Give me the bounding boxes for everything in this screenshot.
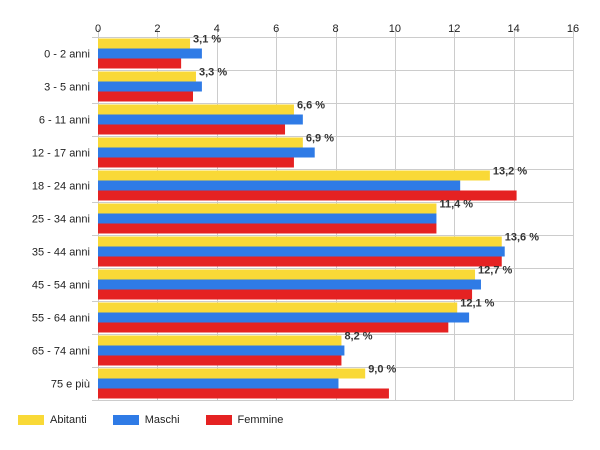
- bar-abitanti: [98, 236, 502, 247]
- x-tick-label: 12: [448, 23, 460, 35]
- legend-item-abitanti: Abitanti: [18, 414, 87, 426]
- data-label: 3,3 %: [199, 67, 227, 79]
- bar-maschi: [98, 147, 315, 158]
- category-label: 6 - 11 anni: [39, 115, 90, 127]
- data-label: 12,7 %: [478, 265, 512, 277]
- legend-swatch-femmine: [205, 415, 232, 425]
- grid-lines: [92, 29, 574, 401]
- bar-femmine: [98, 223, 437, 234]
- x-axis-ticks: 0 2 4 6 8 10 12 14 16: [95, 23, 579, 35]
- category-label: 55 - 64 anni: [32, 313, 90, 325]
- category-label: 65 - 74 anni: [32, 346, 90, 358]
- bar-maschi: [98, 312, 470, 323]
- bar-maschi: [98, 345, 345, 356]
- bar-maschi: [98, 246, 505, 257]
- data-label: 6,6 %: [297, 100, 325, 112]
- category-labels: 0 - 2 anni 3 - 5 anni 6 - 11 anni 12 - 17 a…: [32, 49, 90, 391]
- bars: [98, 38, 517, 399]
- bar-abitanti: [98, 269, 476, 280]
- x-tick-label: 4: [214, 23, 220, 35]
- bar-maschi: [98, 378, 339, 389]
- bar-maschi: [98, 180, 461, 191]
- category-label: 3 - 5 anni: [44, 82, 90, 94]
- legend-item-femmine: Femmine: [205, 414, 284, 426]
- bar-maschi: [98, 114, 303, 125]
- bar-femmine: [98, 58, 182, 69]
- category-label: 75 e più: [51, 379, 90, 391]
- x-tick-label: 0: [95, 23, 101, 35]
- bar-abitanti: [98, 104, 294, 115]
- data-labels: 3,1 % 3,3 % 6,6 % 6,9 % 13,2 % 11,4 % 13,6 % 12…: [193, 34, 539, 376]
- legend-swatch-maschi: [112, 415, 139, 425]
- legend: Abitanti Maschi Femmine: [18, 414, 309, 426]
- x-tick-label: 10: [389, 23, 401, 35]
- bar-maschi: [98, 81, 202, 92]
- category-label: 25 - 34 anni: [32, 214, 90, 226]
- category-label: 35 - 44 anni: [32, 247, 90, 259]
- bar-femmine: [98, 256, 502, 267]
- data-label: 3,1 %: [193, 34, 221, 46]
- bar-femmine: [98, 289, 473, 300]
- bar-abitanti: [98, 335, 342, 346]
- legend-label-abitanti: Abitanti: [50, 414, 87, 426]
- bar-femmine: [98, 157, 294, 168]
- data-label: 6,9 %: [306, 133, 334, 145]
- bar-femmine: [98, 124, 286, 135]
- x-tick-label: 16: [567, 23, 579, 35]
- x-tick-label: 8: [332, 23, 338, 35]
- bar-femmine: [98, 388, 389, 399]
- bar-maschi: [98, 213, 437, 224]
- category-label: 45 - 54 anni: [32, 280, 90, 292]
- legend-swatch-abitanti: [18, 415, 44, 425]
- data-label: 9,0 %: [368, 364, 396, 376]
- data-label: 12,1 %: [460, 298, 494, 310]
- bar-abitanti: [98, 203, 437, 214]
- bar-maschi: [98, 48, 202, 59]
- legend-label-femmine: Femmine: [237, 414, 284, 426]
- bar-femmine: [98, 190, 517, 201]
- data-label: 13,2 %: [493, 166, 527, 178]
- legend-item-maschi: Maschi: [112, 414, 180, 426]
- category-label: 0 - 2 anni: [44, 49, 90, 61]
- bar-femmine: [98, 355, 342, 366]
- bar-abitanti: [98, 170, 490, 181]
- x-tick-label: 14: [508, 23, 520, 35]
- data-label: 8,2 %: [344, 331, 372, 343]
- x-tick-label: 2: [154, 23, 160, 35]
- bar-femmine: [98, 322, 449, 333]
- x-tick-label: 6: [273, 23, 279, 35]
- data-label: 13,6 %: [505, 232, 539, 244]
- bar-femmine: [98, 91, 193, 102]
- bar-maschi: [98, 279, 481, 290]
- bar-abitanti: [98, 38, 191, 49]
- bar-abitanti: [98, 302, 458, 313]
- bar-abitanti: [98, 368, 366, 379]
- legend-label-maschi: Maschi: [144, 414, 180, 426]
- data-label: 11,4 %: [439, 199, 473, 211]
- bar-abitanti: [98, 137, 303, 148]
- category-label: 18 - 24 anni: [32, 181, 90, 193]
- category-label: 12 - 17 anni: [32, 148, 90, 160]
- bar-abitanti: [98, 71, 196, 82]
